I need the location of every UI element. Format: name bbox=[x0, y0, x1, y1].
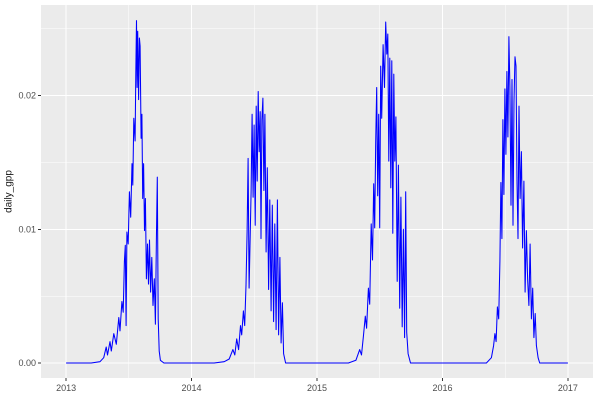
y-tick-label: 0.00 bbox=[18, 358, 36, 368]
data-line-daily-gpp bbox=[66, 20, 568, 364]
y-tick-label: 0.02 bbox=[18, 91, 36, 101]
x-tick-label: 2015 bbox=[307, 383, 327, 393]
x-tick-label: 2017 bbox=[558, 383, 578, 393]
x-tick-label: 2016 bbox=[432, 383, 452, 393]
x-tick-label: 2014 bbox=[182, 383, 202, 393]
y-tick-label: 0.01 bbox=[18, 224, 36, 234]
x-tick-label: 2013 bbox=[56, 383, 76, 393]
